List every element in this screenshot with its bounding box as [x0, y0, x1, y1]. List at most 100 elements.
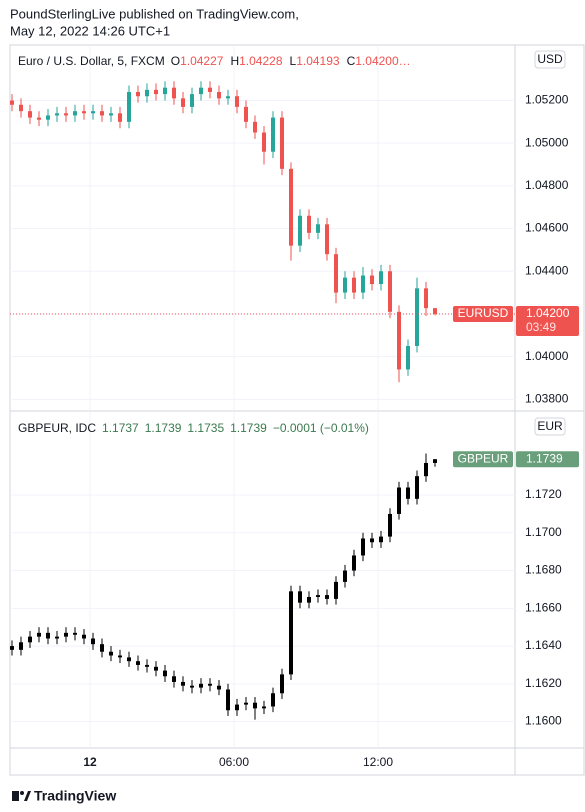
candle-body	[90, 638, 95, 645]
pane-legend: Euro / U.S. Dollar, 5, FXCM O1.04227 H1.04…	[18, 54, 411, 68]
candle-body	[271, 117, 276, 152]
candle-body	[117, 655, 122, 658]
x-tick-label: 12:00	[363, 755, 393, 769]
candle-body	[216, 685, 221, 690]
price-tag-box	[516, 305, 579, 336]
candle-body	[216, 91, 221, 99]
y-tick-label: 1.05000	[525, 135, 569, 149]
candle-body	[36, 117, 41, 120]
candle-body	[352, 277, 357, 293]
candle-body	[180, 98, 185, 107]
symbol-tag-box	[453, 305, 513, 322]
candle-body	[144, 89, 149, 97]
countdown: 03:49	[526, 320, 556, 334]
candle-body	[424, 288, 429, 309]
candle-body	[72, 111, 77, 116]
candle-body	[36, 632, 41, 637]
candle-body	[189, 94, 194, 107]
legend-key: C	[347, 54, 356, 68]
legend-value: 1.1737	[102, 421, 139, 435]
candle-body	[343, 277, 348, 293]
legend-value: 1.04193	[296, 54, 340, 68]
candle-body	[225, 689, 230, 711]
candle-body	[415, 476, 420, 499]
candle-body	[424, 462, 429, 477]
y-tick-label: 1.04000	[525, 349, 569, 363]
symbol-tag-box	[453, 451, 513, 468]
candle-body	[243, 702, 248, 705]
candle-body	[252, 121, 257, 133]
candle-body	[379, 536, 384, 543]
candle-body	[90, 111, 95, 114]
y-tick-label: 1.1640	[525, 638, 562, 652]
legend-value: 1.04227	[180, 54, 224, 68]
y-tick-label: 1.1680	[525, 563, 562, 577]
candle-body	[171, 676, 176, 682]
candle-body	[370, 275, 375, 285]
candle-body	[99, 644, 104, 652]
y-tick-label: 1.04800	[525, 178, 569, 192]
candles	[9, 453, 438, 720]
symbol-tag: EURUSD	[458, 306, 509, 320]
candle-body	[406, 487, 411, 499]
candle-body	[352, 555, 357, 571]
legend-value: 1.1735	[187, 421, 224, 435]
candle-body	[18, 104, 23, 112]
candle-body	[289, 591, 294, 675]
candle-body	[162, 87, 167, 95]
candle-body	[189, 685, 194, 688]
legend-value: 1.04200…	[355, 54, 410, 68]
candle-body	[135, 91, 140, 97]
candle-body	[126, 91, 131, 122]
currency-box	[534, 50, 566, 69]
chart-frame	[9, 44, 585, 776]
candle-body	[433, 459, 438, 463]
candle-body	[27, 111, 32, 118]
candle-body	[198, 683, 203, 688]
candle-body	[280, 117, 285, 169]
candle-body	[343, 570, 348, 582]
legend-key: O	[171, 54, 180, 68]
legend-value: 1.1739	[145, 421, 182, 435]
candle-body	[307, 215, 312, 233]
candle-body	[144, 664, 149, 667]
legend-key: L	[290, 54, 297, 68]
candle-body	[180, 681, 185, 686]
tv-logo	[12, 791, 31, 801]
candle-body	[171, 87, 176, 99]
y-tick-label: 1.03800	[525, 391, 569, 405]
candle-body	[370, 538, 375, 543]
publish-date: May 12, 2022 14:26 UTC+1	[10, 23, 170, 38]
candle-body	[54, 113, 59, 116]
candle-body	[198, 87, 203, 95]
candle-body	[325, 595, 330, 599]
candle-body	[63, 113, 68, 116]
price-tag-box	[516, 451, 579, 468]
price-tag: 1.1739	[526, 451, 563, 465]
y-tick-label: 1.05200	[525, 93, 569, 107]
candle-body	[153, 89, 158, 95]
candle-body	[207, 87, 212, 92]
candle-body	[81, 111, 86, 114]
legend-value: 1.1739	[230, 421, 267, 435]
candle-body	[361, 275, 366, 293]
candle-body	[135, 661, 140, 665]
candle-body	[126, 657, 131, 662]
pane-legend: GBPEUR, IDC 1.1737 1.1739 1.1735 1.1739 −0.00…	[18, 421, 369, 435]
y-tick-label: 1.1600	[525, 714, 562, 728]
candle-body	[388, 513, 393, 537]
candles	[9, 81, 438, 383]
candle-body	[9, 100, 14, 105]
currency: EUR	[537, 419, 563, 433]
candle-body	[234, 96, 239, 107]
candle-body	[316, 595, 321, 597]
currency-box	[534, 417, 566, 436]
y-tick-label: 1.1620	[525, 676, 562, 690]
candle-body	[298, 591, 303, 603]
y-tick-label: 1.1720	[525, 487, 562, 501]
candle-body	[262, 132, 267, 152]
candle-body	[72, 632, 77, 635]
candle-body	[271, 693, 276, 707]
candle-body	[262, 706, 267, 709]
